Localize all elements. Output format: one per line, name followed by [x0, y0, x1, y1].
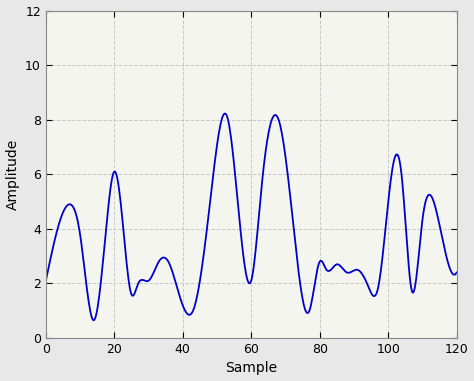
- Y-axis label: Amplitude: Amplitude: [6, 139, 19, 210]
- X-axis label: Sample: Sample: [225, 362, 277, 375]
